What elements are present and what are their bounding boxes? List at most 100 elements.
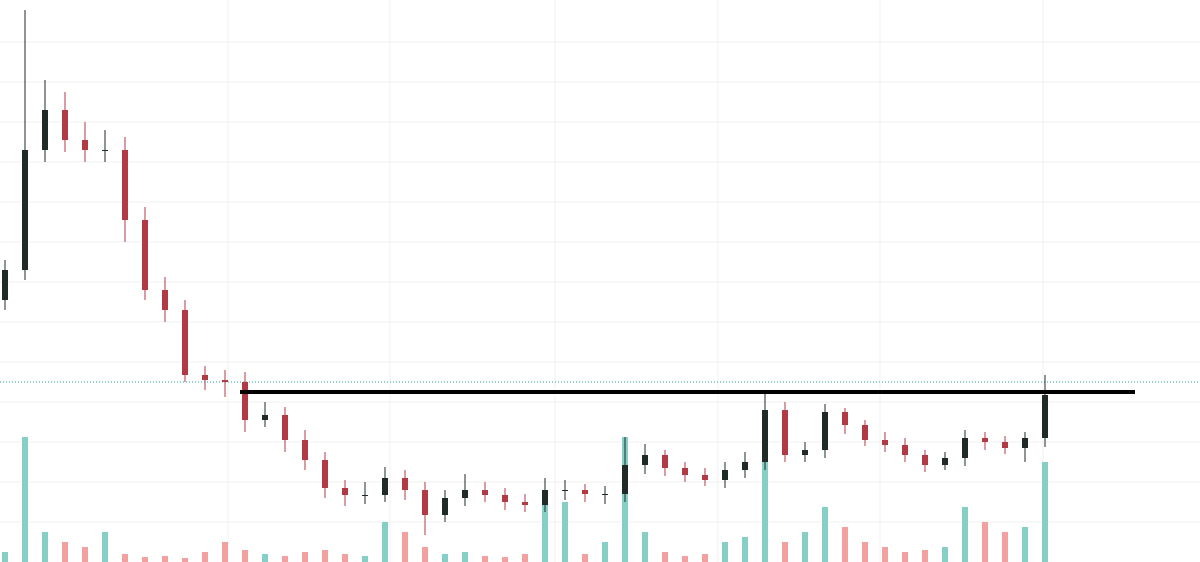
volume-bar bbox=[242, 550, 248, 562]
volume-bar bbox=[562, 502, 568, 562]
candle-body bbox=[442, 498, 448, 515]
volume-bar bbox=[22, 437, 28, 562]
candle-body bbox=[482, 490, 488, 495]
volume-bar bbox=[422, 547, 428, 562]
candle-body bbox=[962, 438, 968, 458]
candle-body bbox=[982, 438, 988, 442]
volume-bar bbox=[902, 552, 908, 562]
volume-bar bbox=[262, 554, 268, 562]
volume-bar bbox=[862, 542, 868, 562]
volume-bar bbox=[722, 542, 728, 562]
candle-body bbox=[342, 488, 348, 495]
candle-body bbox=[502, 495, 508, 502]
candle-body bbox=[362, 495, 368, 496]
candle-body bbox=[382, 478, 388, 495]
volume-bar bbox=[882, 547, 888, 562]
volume-bar bbox=[1042, 462, 1048, 562]
candle-body bbox=[882, 440, 888, 445]
volume-bar bbox=[702, 554, 708, 562]
volume-bar bbox=[482, 556, 488, 562]
volume-bar bbox=[642, 532, 648, 562]
candle-body bbox=[182, 310, 188, 375]
volume-bar bbox=[1002, 532, 1008, 562]
volume-bar bbox=[102, 532, 108, 562]
candle-body bbox=[1002, 442, 1008, 448]
volume-bar bbox=[182, 558, 188, 562]
vertical-grid bbox=[227, 0, 1044, 562]
candle-body bbox=[762, 410, 768, 462]
volume-bar bbox=[502, 557, 508, 562]
candle-body bbox=[462, 490, 468, 498]
candle-body bbox=[862, 425, 868, 440]
candle-body bbox=[682, 468, 688, 475]
candle-body bbox=[282, 415, 288, 440]
volume-bar bbox=[842, 527, 848, 562]
candle-body bbox=[942, 458, 948, 465]
candle-body bbox=[162, 290, 168, 310]
volume-bar bbox=[282, 556, 288, 562]
candle-body bbox=[782, 410, 788, 455]
volume-bar bbox=[682, 556, 688, 562]
candle-body bbox=[222, 380, 228, 382]
candle-body bbox=[582, 490, 588, 494]
volume-bar bbox=[302, 552, 308, 562]
volume-bar bbox=[602, 542, 608, 562]
volume-bar bbox=[942, 547, 948, 562]
volume-bar bbox=[2, 552, 8, 562]
volume-bar bbox=[62, 542, 68, 562]
volume-bar bbox=[542, 502, 548, 562]
candle-body bbox=[542, 490, 548, 505]
candle-body bbox=[802, 450, 808, 455]
volume-bar bbox=[822, 507, 828, 562]
volume-bar bbox=[222, 542, 228, 562]
candle-body bbox=[602, 494, 608, 495]
volume-bar bbox=[922, 550, 928, 562]
candle-body bbox=[1022, 438, 1028, 448]
volume-bar bbox=[1022, 527, 1028, 562]
candle-body bbox=[702, 475, 708, 480]
candle-body bbox=[262, 415, 268, 420]
candle-body bbox=[322, 460, 328, 488]
volume-bar bbox=[662, 552, 668, 562]
volume-bar bbox=[342, 554, 348, 562]
volume-bar bbox=[742, 537, 748, 562]
candle-body bbox=[42, 110, 48, 150]
volume-bar bbox=[142, 557, 148, 562]
candle-body bbox=[642, 455, 648, 465]
candle-body bbox=[662, 455, 668, 468]
volume-bar bbox=[982, 522, 988, 562]
candle-body bbox=[522, 502, 528, 505]
volume-bar bbox=[162, 556, 168, 562]
candle-body bbox=[82, 140, 88, 150]
candle-body bbox=[562, 490, 568, 491]
candle-body bbox=[822, 412, 828, 450]
candle-body bbox=[242, 382, 248, 420]
candle-body bbox=[122, 150, 128, 220]
candle-body bbox=[202, 375, 208, 380]
candle-body bbox=[722, 470, 728, 480]
candle-body bbox=[2, 270, 8, 300]
candle-body bbox=[22, 150, 28, 270]
volume-bar bbox=[42, 532, 48, 562]
candle-body bbox=[622, 465, 628, 494]
candle-body bbox=[102, 150, 108, 151]
volume-bar bbox=[582, 554, 588, 562]
candle-body bbox=[1042, 395, 1048, 438]
volume-bar bbox=[362, 556, 368, 562]
candle-body bbox=[742, 462, 748, 470]
candle-body bbox=[902, 445, 908, 455]
candle-body bbox=[62, 110, 68, 140]
volume-bar bbox=[122, 554, 128, 562]
volume-bar bbox=[322, 550, 328, 562]
candle-body bbox=[402, 478, 408, 490]
candle-body bbox=[922, 455, 928, 465]
volume-bar bbox=[442, 554, 448, 562]
volume-bar bbox=[382, 522, 388, 562]
volume-bar bbox=[402, 532, 408, 562]
volume-bar bbox=[522, 554, 528, 562]
volume-bar bbox=[202, 552, 208, 562]
volume-bar bbox=[462, 552, 468, 562]
candle-body bbox=[142, 220, 148, 290]
volume-bar bbox=[82, 547, 88, 562]
candle-body bbox=[302, 440, 308, 460]
